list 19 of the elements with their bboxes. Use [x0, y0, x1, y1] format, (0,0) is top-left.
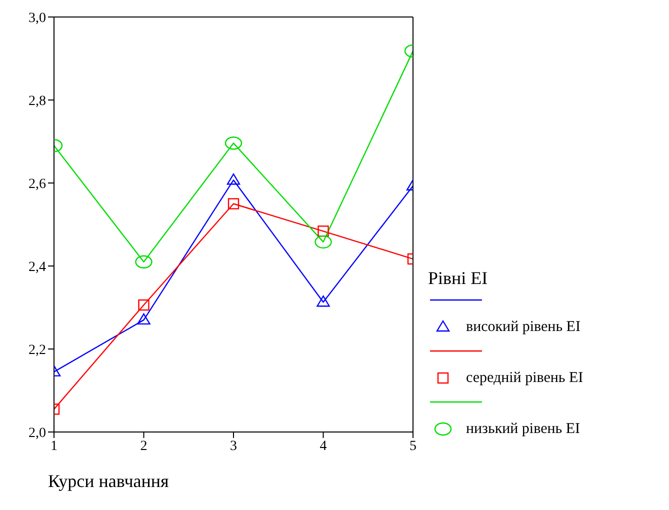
point	[228, 198, 240, 210]
x-tick-label: 3	[230, 438, 237, 454]
legend-label: високий рівень ЕІ	[466, 318, 580, 336]
legend-label: середній рівень ЕІ	[466, 370, 584, 386]
point	[224, 136, 242, 150]
y-tick-label: 2,2	[28, 342, 46, 358]
y-tick-label: 2,4	[28, 260, 46, 275]
x-tick-label: 1	[50, 438, 58, 454]
point	[226, 173, 240, 185]
y-tick-label: 2,0	[28, 426, 46, 441]
y-tick-label: 3,0	[28, 10, 46, 26]
x-tick-label: 5	[410, 438, 416, 454]
x-tick-label: 4	[320, 438, 327, 454]
x-tick-label: 2	[140, 438, 148, 454]
x-axis-title: Курси навчання	[48, 471, 169, 492]
y-tick-label: 2,6	[28, 176, 46, 192]
y-tick-label: 2,8	[28, 94, 46, 109]
legend-label: низький рівень ЕІ	[466, 420, 580, 438]
legend-title: Рівні ЕІ	[428, 268, 489, 289]
